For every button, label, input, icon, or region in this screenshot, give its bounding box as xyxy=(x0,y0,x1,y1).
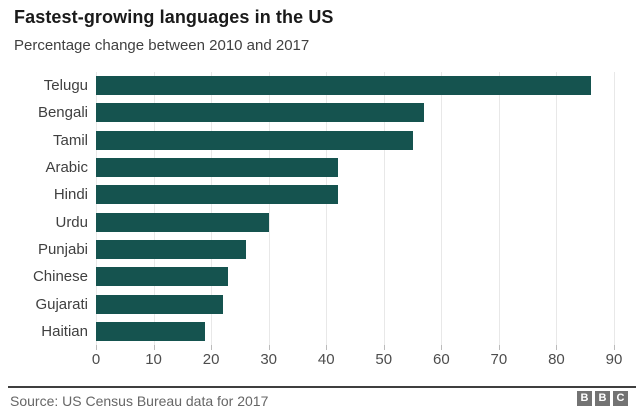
x-tick-label: 80 xyxy=(548,351,565,368)
chart-subtitle: Percentage change between 2010 and 2017 xyxy=(14,37,310,54)
x-tick xyxy=(614,345,615,350)
bar-row: Urdu xyxy=(0,208,640,235)
category-label: Punjabi xyxy=(37,240,88,258)
x-tick xyxy=(556,345,558,350)
x-tick-label: 60 xyxy=(432,351,450,368)
bar xyxy=(96,294,223,314)
gridlines xyxy=(96,72,615,345)
bar xyxy=(96,212,269,232)
x-tick-label: 20 xyxy=(202,351,220,368)
bar-track xyxy=(96,321,614,341)
bar-track xyxy=(96,239,614,259)
bar xyxy=(96,185,338,205)
x-tick xyxy=(441,345,443,350)
category-label: Telugu xyxy=(43,77,88,95)
bar-row: Punjabi xyxy=(0,236,640,263)
bar-track xyxy=(96,294,614,314)
gridline xyxy=(498,72,500,345)
bar xyxy=(96,239,246,259)
bar-track xyxy=(96,212,614,232)
bbc-logo-box: B xyxy=(577,391,592,406)
bar xyxy=(96,103,425,123)
category-label: Bengali xyxy=(37,104,88,122)
bar-row: Hindi xyxy=(0,181,640,208)
source-text: Source: US Census Bureau data for 2017 xyxy=(10,393,269,409)
bar xyxy=(96,267,229,287)
bar-track xyxy=(96,158,614,178)
bar-track xyxy=(96,130,614,150)
gridline xyxy=(153,72,155,345)
bar-track xyxy=(96,267,614,287)
gridline xyxy=(96,72,97,345)
x-tick-label: 40 xyxy=(317,351,335,368)
bar-track xyxy=(96,76,614,96)
x-tick-label: 90 xyxy=(605,351,623,368)
gridline xyxy=(268,72,270,345)
x-tick-label: 30 xyxy=(260,351,277,368)
category-label: Gujarati xyxy=(35,295,88,313)
bbc-logo-box: C xyxy=(613,391,628,406)
x-axis: 0 10 20 30 40 50 60 70 80 90 xyxy=(92,345,622,371)
x-tick xyxy=(383,345,385,350)
gridline xyxy=(614,72,615,345)
bar xyxy=(96,158,338,178)
bar-row: Telugu xyxy=(0,72,640,99)
x-tick-label: 50 xyxy=(375,351,393,368)
gridline xyxy=(383,72,385,345)
bar xyxy=(96,321,206,341)
bar-row: Bengali xyxy=(0,99,640,126)
x-tick xyxy=(326,345,328,350)
category-label: Arabic xyxy=(45,159,88,177)
bar-track xyxy=(96,103,614,123)
gridline xyxy=(441,72,443,345)
x-tick-label: 10 xyxy=(145,351,162,368)
x-tick-label: 0 xyxy=(91,351,101,368)
x-tick xyxy=(498,345,500,350)
bar xyxy=(96,130,413,150)
x-tick-label: 70 xyxy=(490,351,508,368)
x-tick xyxy=(96,345,97,350)
chart-title: Fastest-growing languages in the US xyxy=(14,7,334,27)
bar-row: Haitian xyxy=(0,318,640,345)
bar xyxy=(96,76,591,96)
category-label: Urdu xyxy=(55,213,88,231)
category-label: Chinese xyxy=(32,268,88,286)
bbc-logo-box: B xyxy=(595,391,610,406)
category-label: Hindi xyxy=(53,186,88,204)
bar-row: Tamil xyxy=(0,127,640,154)
x-tick xyxy=(211,345,213,350)
plot-area: Telugu Bengali Tamil Arabic Hindi Urdu Punjabi… xyxy=(0,72,640,345)
gridline xyxy=(326,72,328,345)
gridline xyxy=(556,72,558,345)
category-label: Haitian xyxy=(41,322,88,340)
bar-track xyxy=(96,185,614,205)
bar-rows: Telugu Bengali Tamil Arabic Hindi Urdu Punjabi… xyxy=(0,72,640,345)
bar-row: Chinese xyxy=(0,263,640,290)
bar-row: Arabic xyxy=(0,154,640,181)
x-tick xyxy=(268,345,270,350)
footer-divider xyxy=(8,386,636,388)
bar-row: Gujarati xyxy=(0,290,640,317)
x-tick xyxy=(153,345,155,350)
gridline xyxy=(211,72,213,345)
category-label: Tamil xyxy=(52,131,88,149)
